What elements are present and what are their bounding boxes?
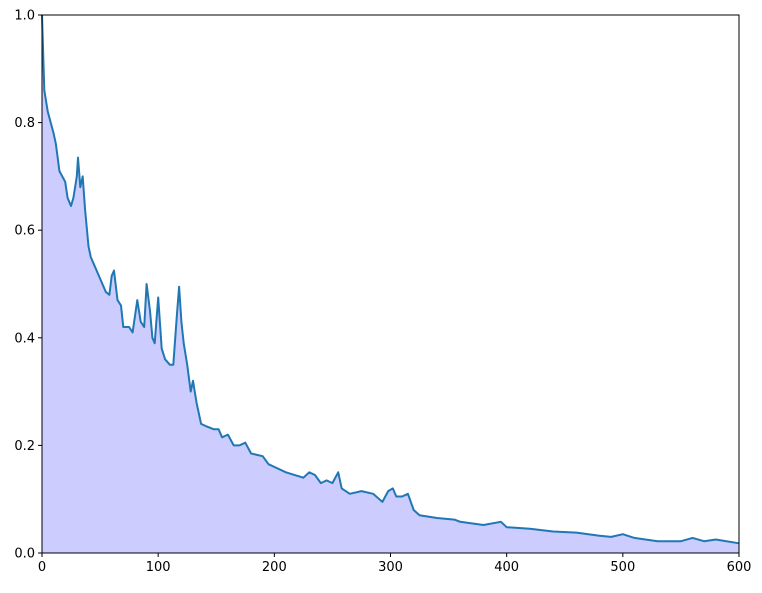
area-fill — [42, 15, 739, 553]
y-tick-label: 0.4 — [14, 331, 35, 346]
x-tick-label: 0 — [38, 560, 46, 575]
x-tick-label: 400 — [494, 560, 519, 575]
y-tick-label: 0.8 — [14, 116, 35, 131]
y-tick-label: 0.0 — [14, 547, 35, 562]
x-tick-label: 500 — [610, 560, 635, 575]
x-tick-label: 200 — [262, 560, 287, 575]
x-tick-label: 600 — [727, 560, 752, 575]
x-tick-label: 100 — [146, 560, 171, 575]
x-tick-label: 300 — [378, 560, 403, 575]
y-tick-label: 0.6 — [14, 224, 35, 239]
y-tick-label: 0.2 — [14, 439, 35, 454]
y-tick-label: 1.0 — [14, 9, 35, 24]
series-line — [41, 14, 740, 545]
